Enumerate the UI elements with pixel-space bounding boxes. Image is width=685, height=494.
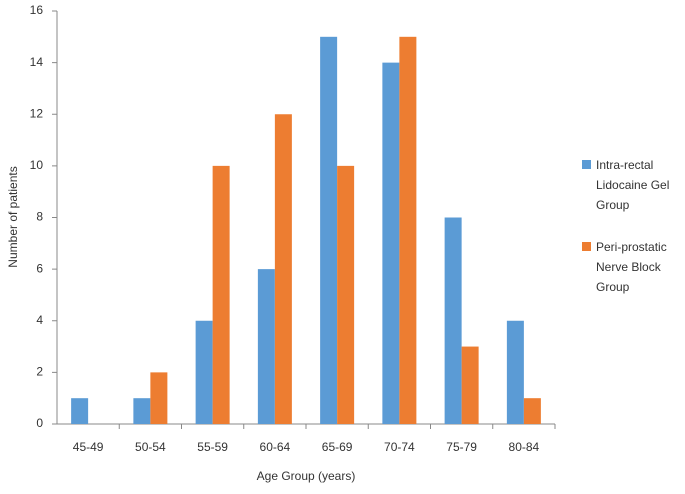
y-tick-label: 12	[30, 106, 44, 120]
x-tick-label: 65-69	[322, 440, 353, 454]
x-tick-label: 55-59	[197, 440, 228, 454]
bar	[274, 114, 292, 424]
legend: Intra-rectal Lidocaine Gel Group Peri-pro…	[582, 155, 682, 319]
bar	[320, 36, 338, 424]
legend-label: Peri-prostatic Nerve Block Group	[596, 240, 667, 294]
y-tick-label: 10	[30, 158, 44, 172]
bar	[444, 217, 462, 424]
y-tick-label: 2	[36, 365, 43, 379]
bar	[337, 165, 355, 424]
bar	[71, 398, 89, 424]
x-tick-label: 75-79	[446, 440, 477, 454]
legend-item: Peri-prostatic Nerve Block Group	[582, 237, 682, 297]
y-tick-label: 14	[30, 55, 44, 69]
bar	[212, 165, 230, 424]
bar	[133, 398, 151, 424]
y-tick-label: 4	[36, 313, 43, 327]
bar	[461, 346, 479, 424]
x-tick-label: 70-74	[384, 440, 415, 454]
bar	[195, 320, 213, 424]
x-tick-label: 80-84	[509, 440, 540, 454]
bar	[506, 320, 524, 424]
legend-swatch	[582, 160, 591, 169]
bar	[150, 372, 168, 424]
bar	[257, 269, 275, 424]
x-tick-label: 60-64	[260, 440, 291, 454]
legend-item: Intra-rectal Lidocaine Gel Group	[582, 155, 682, 215]
x-tick-label: 45-49	[73, 440, 104, 454]
legend-label: Intra-rectal Lidocaine Gel Group	[596, 158, 670, 212]
y-tick-label: 6	[36, 261, 43, 275]
y-axis-label: Number of patients	[6, 166, 20, 267]
x-axis-label: Age Group (years)	[257, 469, 356, 483]
y-tick-label: 8	[36, 210, 43, 224]
bar	[399, 36, 417, 424]
legend-swatch	[582, 242, 591, 251]
y-tick-label: 16	[30, 3, 44, 17]
x-tick-label: 50-54	[135, 440, 166, 454]
y-tick-label: 0	[36, 416, 43, 430]
bar	[382, 62, 400, 424]
bar	[523, 398, 541, 424]
